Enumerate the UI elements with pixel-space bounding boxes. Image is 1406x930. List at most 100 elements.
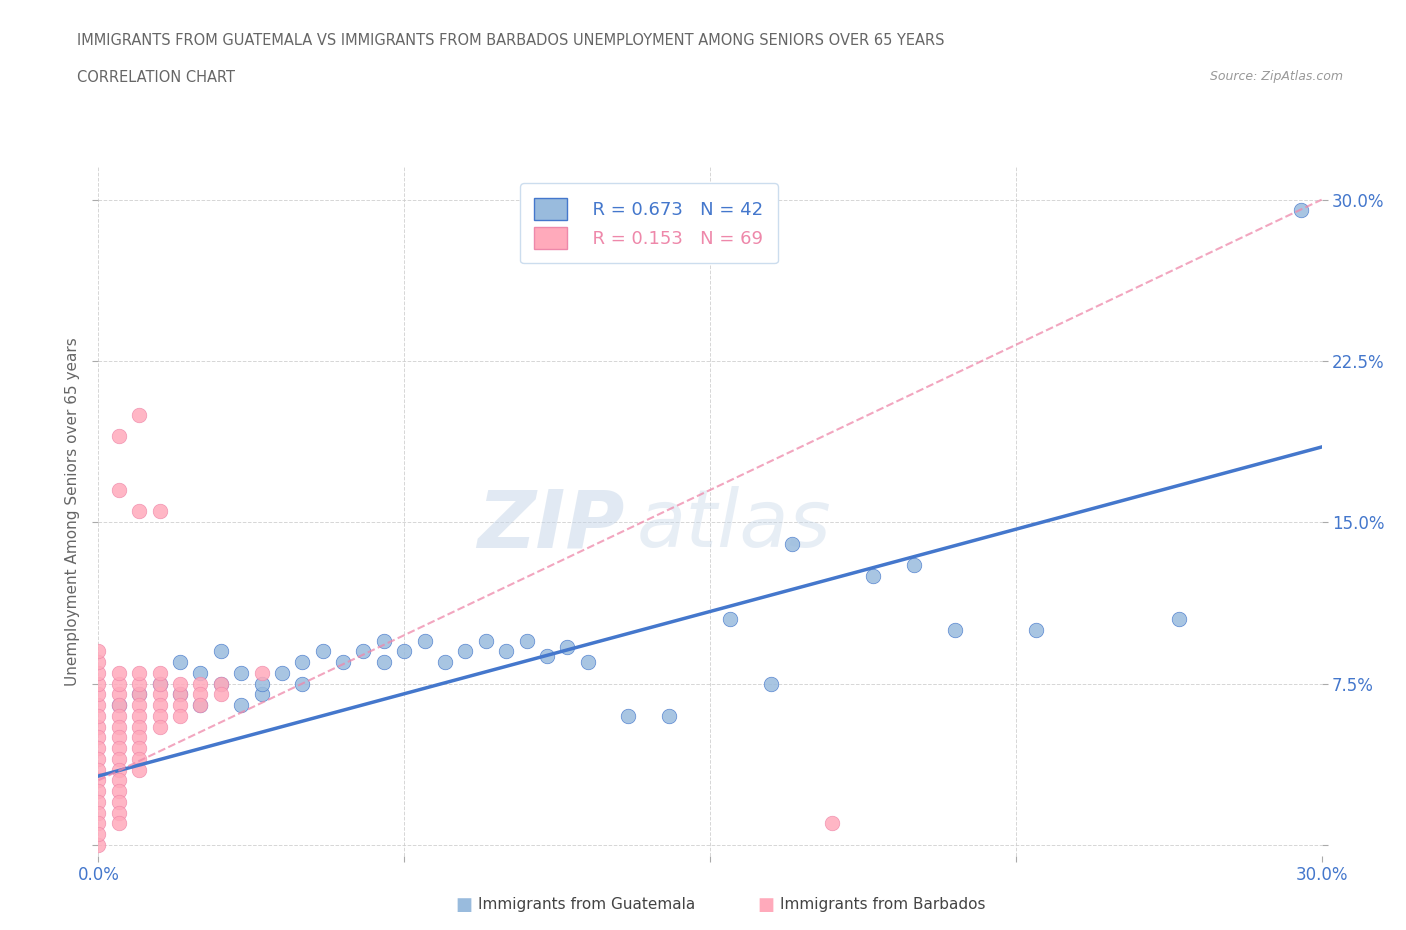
Point: [87, 751, 110, 766]
Point: [87, 676, 110, 691]
Point: [821, 816, 844, 830]
Point: [108, 816, 131, 830]
Point: [188, 676, 212, 691]
Point: [128, 751, 150, 766]
Point: [128, 740, 150, 755]
Point: [87, 709, 110, 724]
Point: [658, 709, 681, 724]
Point: [312, 644, 335, 658]
Point: [87, 763, 110, 777]
Point: [720, 612, 742, 627]
Point: [209, 687, 232, 702]
Point: [87, 644, 110, 658]
Point: [87, 773, 110, 788]
Point: [108, 740, 131, 755]
Point: [250, 665, 273, 680]
Point: [87, 805, 110, 820]
Text: Immigrants from Barbados: Immigrants from Barbados: [780, 897, 986, 912]
Point: [169, 698, 191, 712]
Point: [128, 730, 150, 745]
Y-axis label: Unemployment Among Seniors over 65 years: Unemployment Among Seniors over 65 years: [65, 338, 80, 686]
Point: [149, 719, 172, 734]
Point: [108, 698, 131, 712]
Point: [188, 698, 212, 712]
Point: [392, 644, 416, 658]
Point: [270, 665, 294, 680]
Point: [108, 665, 131, 680]
Point: [862, 568, 884, 583]
Point: [149, 504, 172, 519]
Point: [169, 655, 191, 670]
Point: [108, 730, 131, 745]
Point: [291, 676, 314, 691]
Point: [169, 709, 191, 724]
Point: [454, 644, 477, 658]
Text: Immigrants from Guatemala: Immigrants from Guatemala: [478, 897, 696, 912]
Point: [209, 676, 232, 691]
Point: [87, 837, 110, 852]
Text: ■: ■: [758, 896, 775, 914]
Point: [128, 687, 150, 702]
Point: [231, 665, 253, 680]
Text: Source: ZipAtlas.com: Source: ZipAtlas.com: [1209, 70, 1343, 83]
Text: ■: ■: [456, 896, 472, 914]
Point: [128, 676, 150, 691]
Text: ZIP: ZIP: [477, 486, 624, 565]
Point: [516, 633, 538, 648]
Point: [108, 698, 131, 712]
Point: [169, 687, 191, 702]
Point: [373, 655, 395, 670]
Point: [474, 633, 498, 648]
Point: [250, 676, 273, 691]
Point: [1025, 622, 1047, 637]
Point: [780, 537, 803, 551]
Point: [108, 773, 131, 788]
Point: [209, 676, 232, 691]
Point: [413, 633, 436, 648]
Point: [209, 644, 232, 658]
Point: [108, 719, 131, 734]
Point: [108, 483, 131, 498]
Point: [149, 698, 172, 712]
Point: [108, 784, 131, 799]
Point: [373, 633, 395, 648]
Text: CORRELATION CHART: CORRELATION CHART: [77, 70, 235, 85]
Point: [87, 794, 110, 809]
Point: [352, 644, 374, 658]
Point: [128, 719, 150, 734]
Point: [169, 687, 191, 702]
Point: [87, 665, 110, 680]
Point: [231, 698, 253, 712]
Point: [87, 655, 110, 670]
Point: [108, 805, 131, 820]
Point: [87, 816, 110, 830]
Point: [128, 407, 150, 422]
Point: [108, 709, 131, 724]
Point: [149, 709, 172, 724]
Point: [149, 687, 172, 702]
Point: [87, 730, 110, 745]
Point: [149, 665, 172, 680]
Point: [108, 794, 131, 809]
Point: [188, 698, 212, 712]
Point: [1167, 612, 1189, 627]
Point: [87, 687, 110, 702]
Point: [536, 648, 558, 663]
Point: [495, 644, 517, 658]
Text: IMMIGRANTS FROM GUATEMALA VS IMMIGRANTS FROM BARBADOS UNEMPLOYMENT AMONG SENIORS: IMMIGRANTS FROM GUATEMALA VS IMMIGRANTS …: [77, 33, 945, 47]
Point: [128, 698, 150, 712]
Point: [128, 763, 150, 777]
Point: [108, 763, 131, 777]
Point: [149, 676, 172, 691]
Point: [332, 655, 354, 670]
Point: [1291, 203, 1313, 218]
Point: [128, 665, 150, 680]
Point: [188, 687, 212, 702]
Point: [87, 698, 110, 712]
Legend:   R = 0.673   N = 42,   R = 0.153   N = 69: R = 0.673 N = 42, R = 0.153 N = 69: [520, 183, 778, 263]
Point: [128, 687, 150, 702]
Point: [188, 665, 212, 680]
Point: [108, 429, 131, 444]
Point: [108, 751, 131, 766]
Point: [87, 740, 110, 755]
